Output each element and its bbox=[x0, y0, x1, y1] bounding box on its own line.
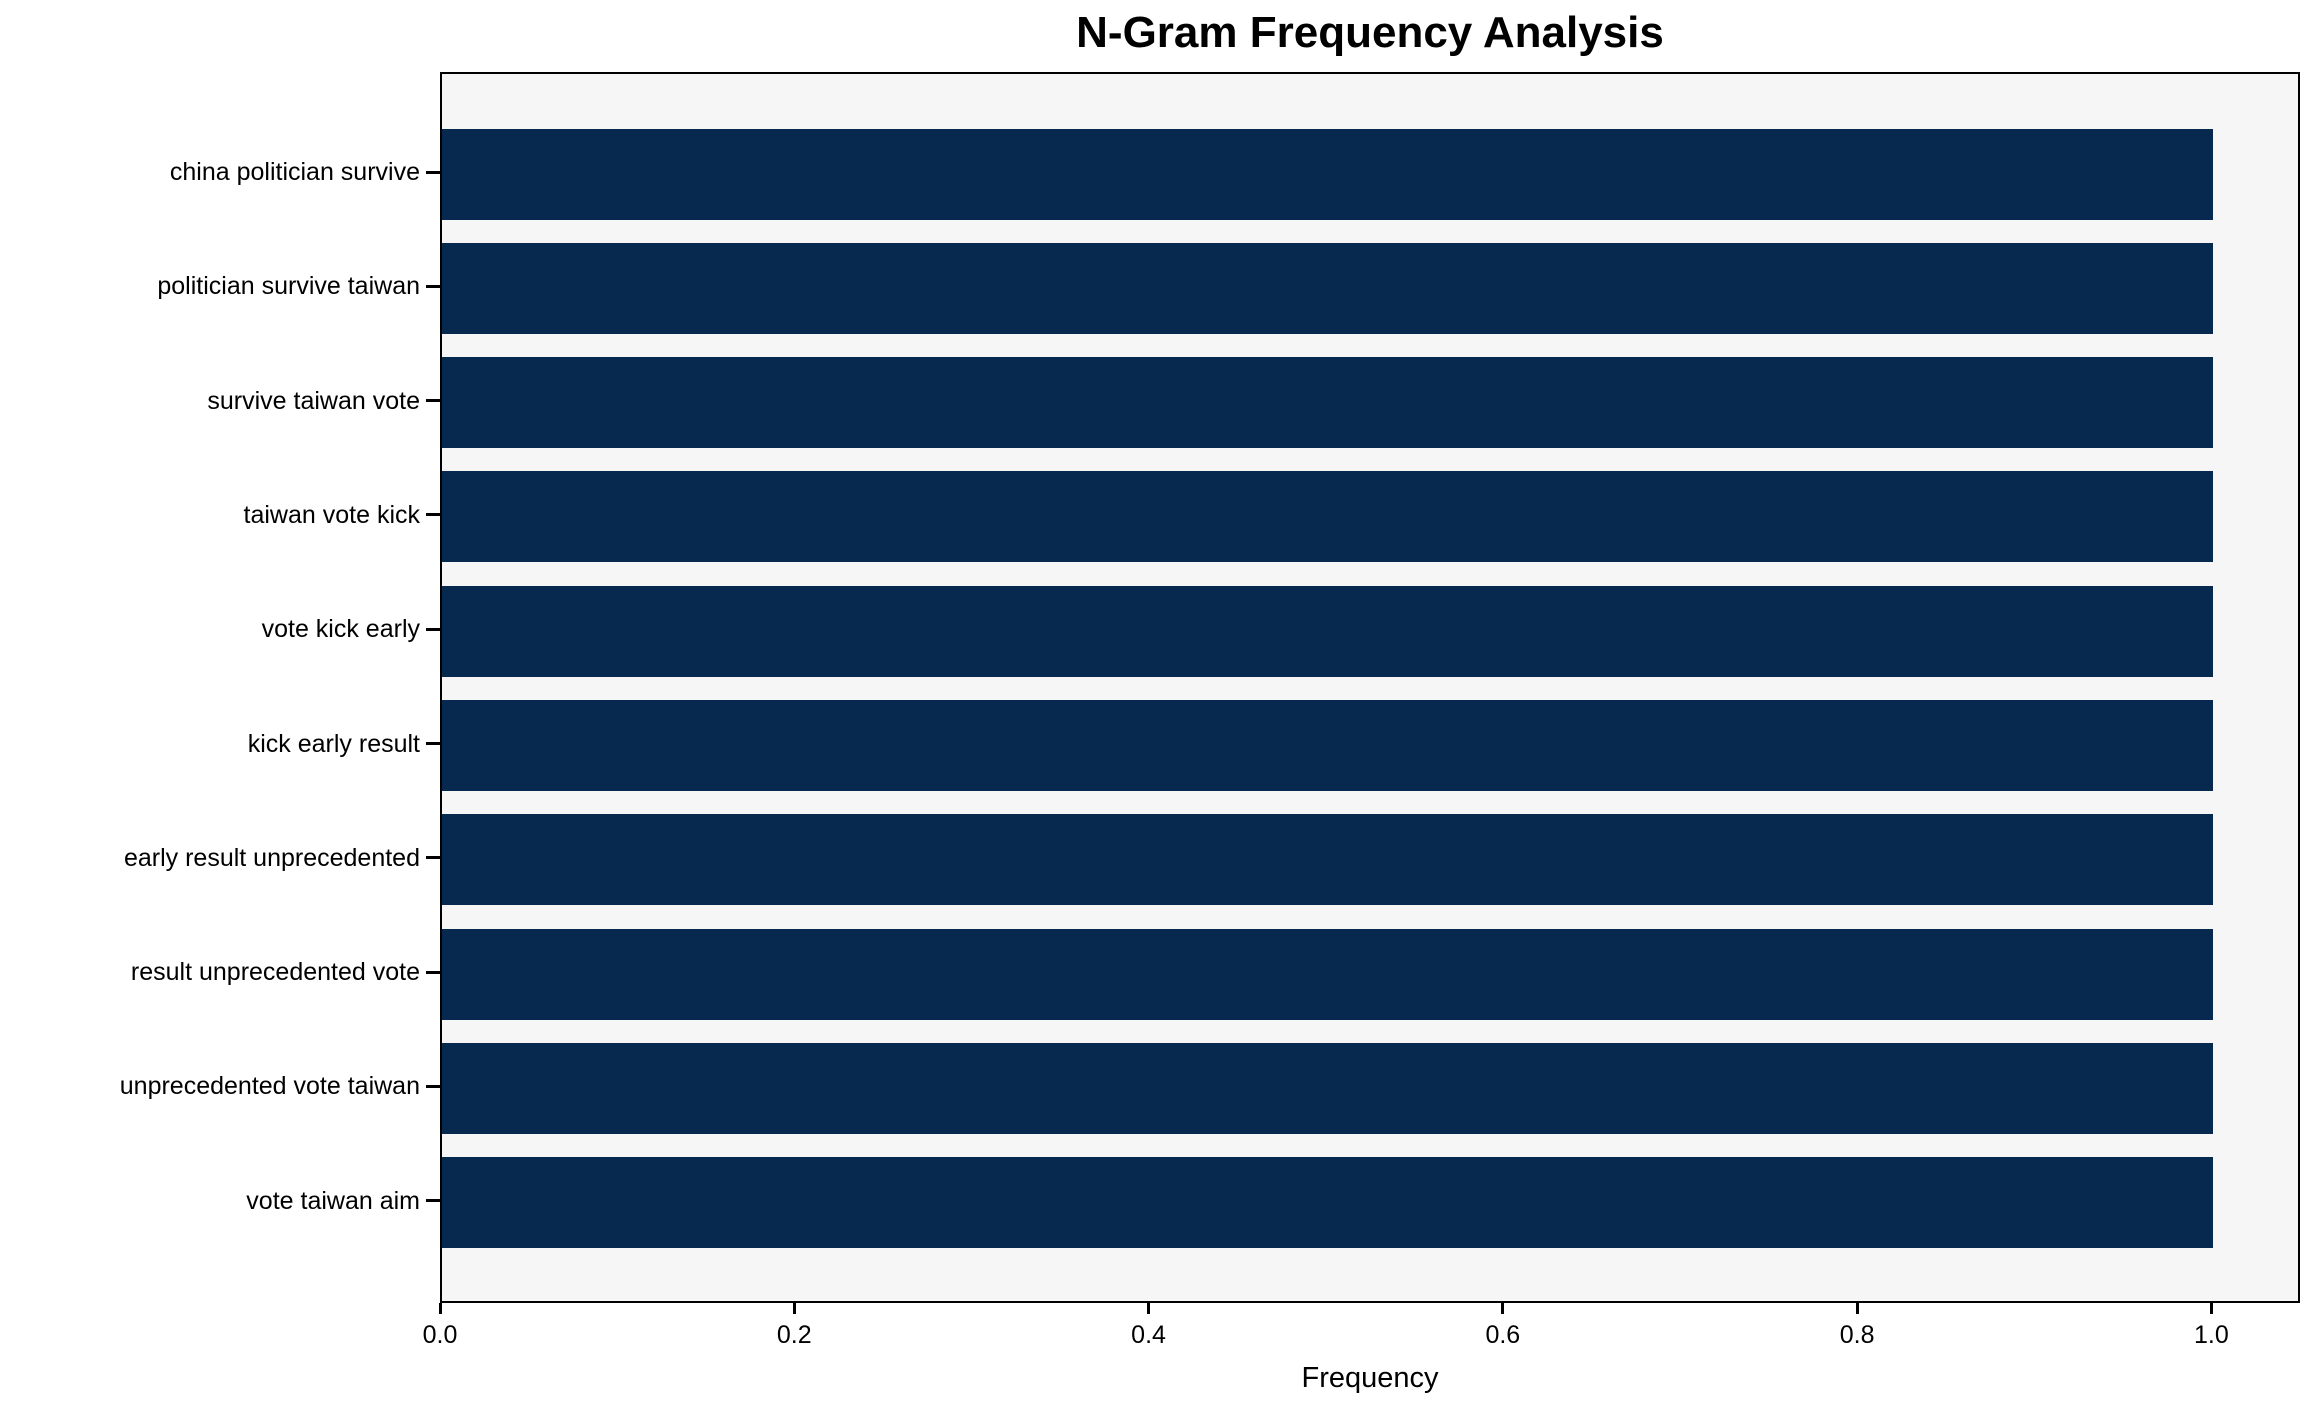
y-tick-label: survive taiwan vote bbox=[207, 386, 420, 415]
y-tick-mark bbox=[426, 856, 440, 860]
x-tick-label: 0.0 bbox=[422, 1321, 458, 1349]
bar bbox=[442, 814, 2214, 906]
y-tick-mark bbox=[426, 170, 440, 174]
x-tick-label: 0.6 bbox=[1485, 1321, 1521, 1349]
bar bbox=[442, 242, 2214, 334]
y-tick-label: china politician survive bbox=[169, 158, 420, 186]
y-tick-mark bbox=[426, 1084, 440, 1088]
y-tick-label: vote taiwan aim bbox=[246, 1186, 420, 1215]
x-tick-mark bbox=[792, 1303, 796, 1314]
y-tick-label: kick early result bbox=[247, 729, 420, 758]
bar bbox=[442, 1157, 2214, 1249]
x-tick-mark bbox=[1147, 1303, 1151, 1314]
y-tick-mark bbox=[426, 970, 440, 974]
bar bbox=[442, 471, 2214, 563]
y-tick-label: unprecedented vote taiwan bbox=[119, 1072, 420, 1101]
bar bbox=[442, 585, 2214, 677]
y-tick-mark bbox=[426, 742, 440, 745]
plot-area bbox=[440, 72, 2300, 1303]
y-tick-mark bbox=[426, 513, 440, 517]
y-tick-label: taiwan vote kick bbox=[243, 500, 420, 529]
y-tick-label: result unprecedented vote bbox=[130, 958, 420, 987]
x-tick-mark bbox=[1855, 1303, 1859, 1314]
chart-title: N-Gram Frequency Analysis bbox=[1076, 8, 1664, 57]
x-tick-mark bbox=[2209, 1303, 2213, 1314]
y-tick-mark bbox=[426, 284, 440, 288]
bar bbox=[442, 928, 2214, 1020]
x-tick-label: 1.0 bbox=[2194, 1321, 2229, 1349]
y-tick-mark bbox=[426, 627, 440, 631]
y-tick-label: early result unprecedented bbox=[123, 843, 420, 872]
x-axis-label: Frequency bbox=[1301, 1362, 1439, 1394]
bar bbox=[442, 128, 2214, 220]
x-tick-mark bbox=[1501, 1303, 1505, 1314]
x-tick-label: 0.4 bbox=[1131, 1321, 1166, 1349]
x-tick-label: 0.8 bbox=[1839, 1321, 1875, 1349]
bar bbox=[442, 357, 2214, 449]
y-tick-label: politician survive taiwan bbox=[157, 272, 420, 301]
bar bbox=[442, 1042, 2214, 1134]
y-tick-label: vote kick early bbox=[261, 615, 420, 644]
y-tick-mark bbox=[426, 1199, 440, 1203]
x-tick-mark bbox=[438, 1303, 442, 1314]
x-tick-label: 0.2 bbox=[776, 1321, 812, 1349]
bar bbox=[442, 700, 2214, 791]
y-tick-mark bbox=[426, 399, 440, 403]
